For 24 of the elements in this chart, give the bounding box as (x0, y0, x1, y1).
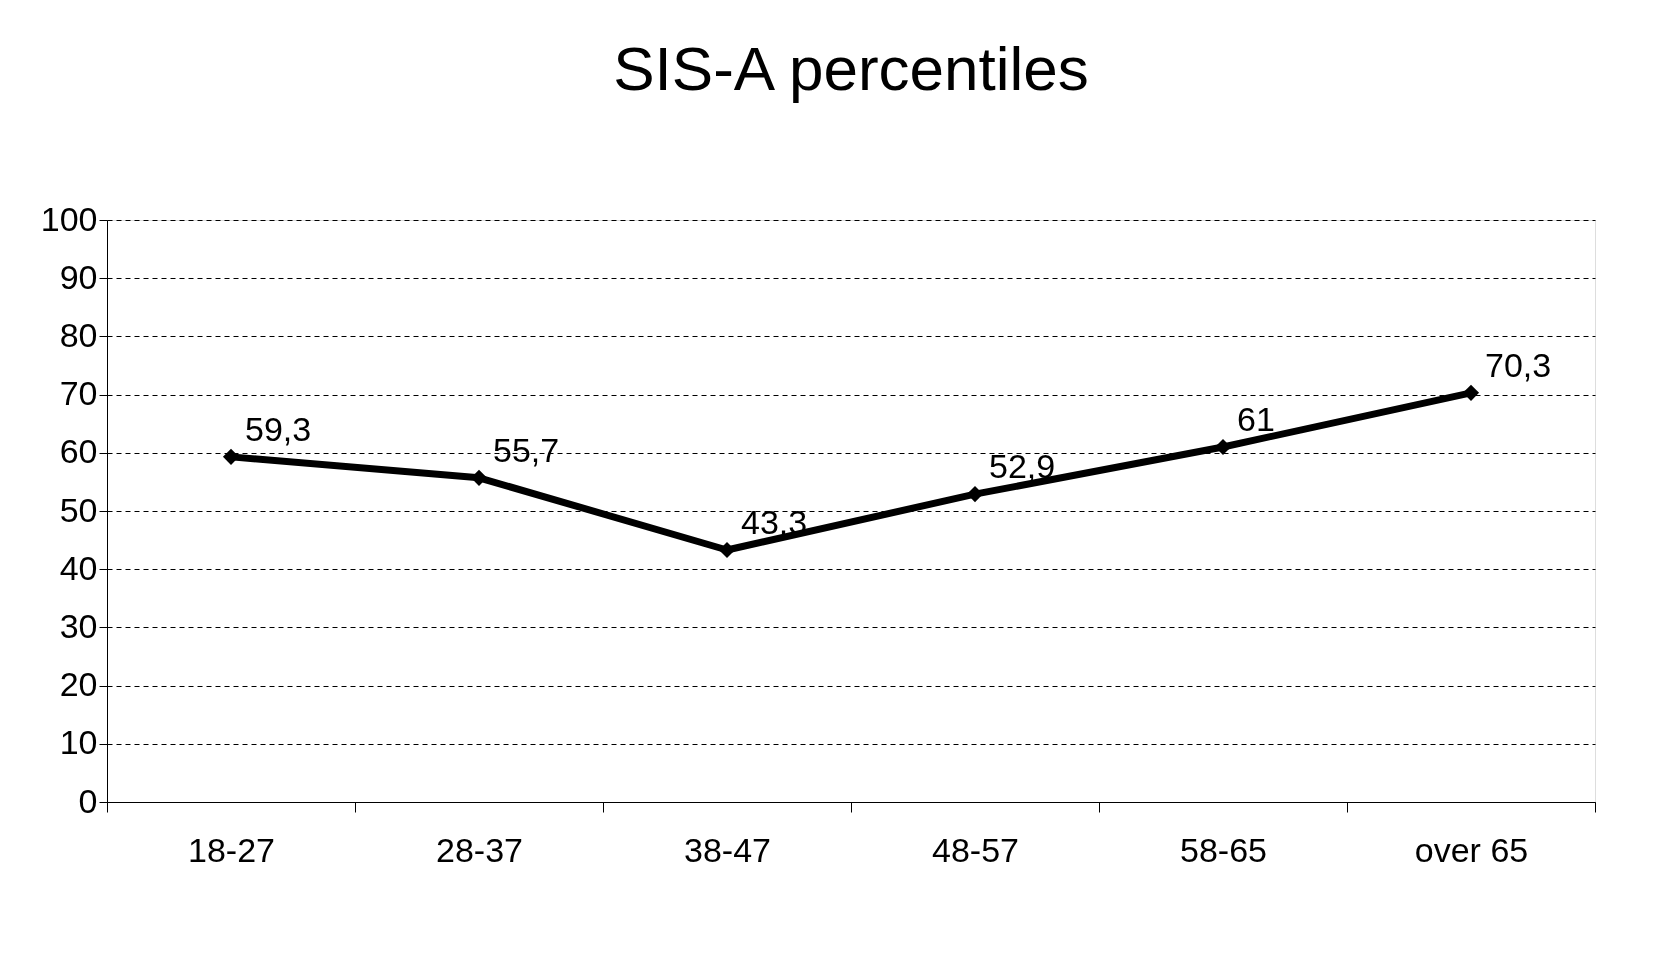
y-tick-label: 0 (78, 781, 98, 820)
y-tick-label: 20 (59, 665, 98, 704)
x-tick-label: 38-47 (684, 830, 771, 869)
data-label: 52,9 (989, 447, 1056, 486)
y-tick-label: 90 (59, 257, 98, 296)
data-label: 70,3 (1485, 345, 1552, 384)
y-tick-label: 40 (59, 548, 98, 587)
y-tick-label: 10 (59, 723, 98, 762)
x-tick-label: 48-57 (932, 830, 1019, 869)
data-label: 55,7 (493, 430, 560, 469)
x-tick-label: over 65 (1414, 830, 1529, 869)
y-tick-label: 80 (59, 315, 98, 354)
y-tick-label: 100 (40, 199, 98, 238)
x-tick-label: 28-37 (436, 830, 523, 869)
chart-title: SIS-A percentiles (613, 34, 1089, 103)
data-label: 61 (1237, 399, 1275, 438)
x-tick-label: 18-27 (188, 830, 275, 869)
y-tick-label: 60 (59, 432, 98, 471)
x-tick-label: 58-65 (1180, 830, 1267, 869)
point (1462, 384, 1480, 401)
data-label: 59,3 (245, 409, 312, 448)
y-tick-label: 50 (59, 490, 98, 529)
y-tick-label: 70 (59, 374, 98, 413)
y-tick-label: 30 (59, 606, 98, 645)
